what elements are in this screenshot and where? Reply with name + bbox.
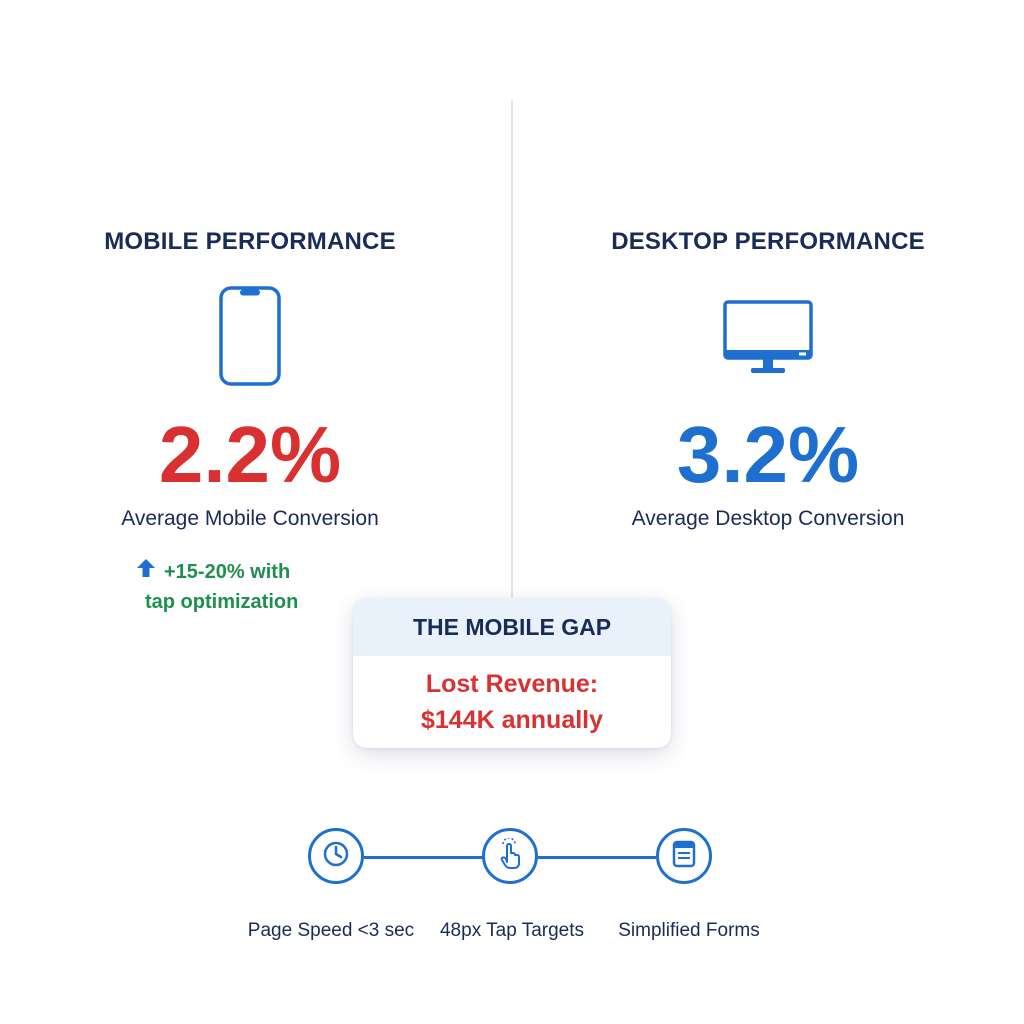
step-tap-targets — [482, 828, 538, 884]
desktop-monitor-icon — [723, 300, 813, 381]
desktop-conversion-value: 3.2% — [676, 410, 860, 499]
step-label-page-speed: Page Speed <3 sec — [247, 920, 415, 941]
arrow-up-icon — [136, 557, 156, 587]
step-connector — [538, 856, 656, 859]
step-label-simplified-forms: Simplified Forms — [618, 920, 760, 941]
uplift-text-line1: +15-20% with — [164, 561, 291, 583]
mobile-gap-card: THE MOBILE GAP Lost Revenue: $144K annua… — [353, 598, 671, 748]
mobile-performance-panel: MOBILE PERFORMANCE 2.2% Average Mobile C… — [0, 0, 512, 600]
gap-card-title: THE MOBILE GAP — [353, 598, 671, 656]
step-label-tap-targets: 48px Tap Targets — [439, 920, 585, 941]
desktop-heading: DESKTOP PERFORMANCE — [611, 228, 925, 255]
step-simplified-forms — [656, 828, 712, 884]
optimization-steps: Page Speed <3 sec 48px Tap Targets Simpl… — [0, 820, 1024, 960]
center-divider — [511, 100, 513, 600]
mobile-conversion-value: 2.2% — [158, 410, 342, 499]
mobile-uplift-note: +15-20% with tap optimization — [130, 557, 330, 617]
form-document-icon — [672, 840, 696, 873]
lost-revenue-label: Lost Revenue: — [425, 670, 599, 698]
smartphone-icon — [219, 286, 281, 391]
tap-hand-icon — [495, 836, 525, 875]
clock-icon — [322, 840, 350, 873]
uplift-text-line2: tap optimization — [145, 591, 299, 613]
desktop-conversion-label: Average Desktop Conversion — [631, 507, 905, 530]
mobile-heading: MOBILE PERFORMANCE — [104, 228, 396, 255]
step-page-speed — [308, 828, 364, 884]
mobile-conversion-label: Average Mobile Conversion — [121, 507, 379, 530]
desktop-performance-panel: DESKTOP PERFORMANCE 3.2% Average Desktop… — [512, 0, 1024, 600]
step-connector — [364, 856, 482, 859]
lost-revenue-value: $144K annually — [420, 706, 604, 734]
